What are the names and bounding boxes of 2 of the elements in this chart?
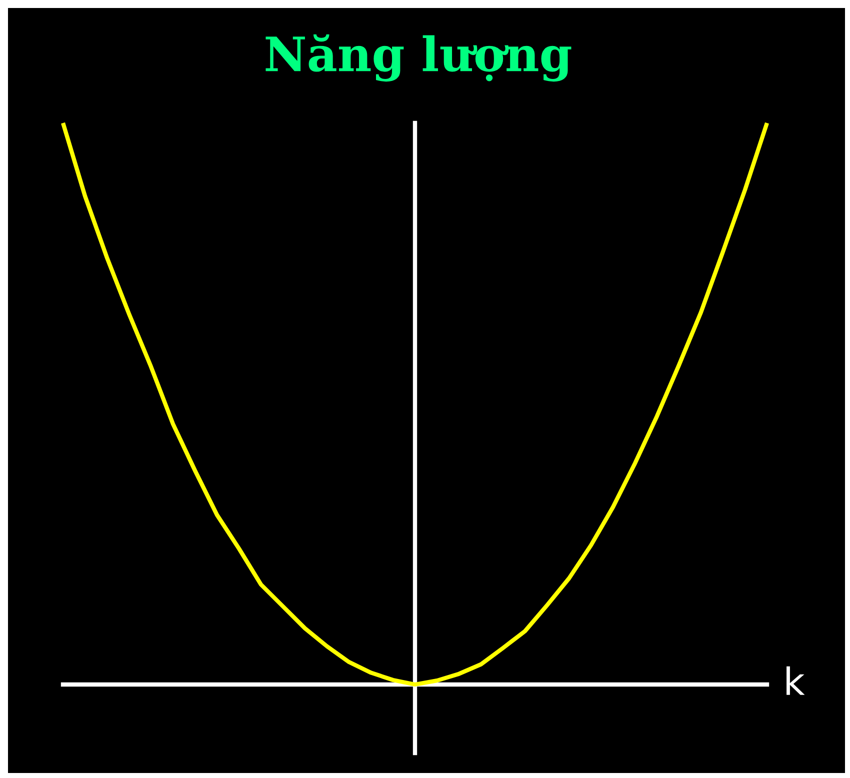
chart-title: Năng lượng — [266, 34, 572, 82]
x-axis-title: k — [786, 666, 805, 695]
